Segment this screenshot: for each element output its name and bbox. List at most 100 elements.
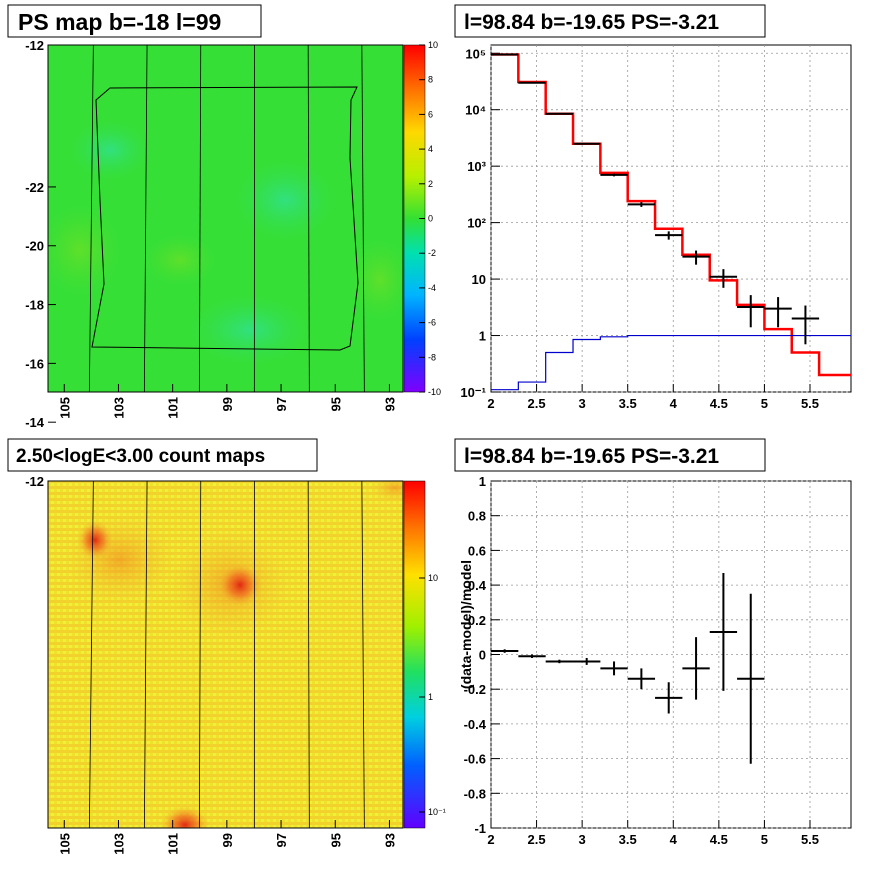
ps-map-colorbar-axis: 10 8 6 4 2 0 -2 -4 -6 -8 -10 — [419, 40, 441, 397]
count-map-hot-spot — [77, 520, 113, 560]
grid-meridian — [88, 481, 94, 828]
colorbar-tick-label: -4 — [428, 283, 436, 293]
count-map-y-axis: -12 -14 -16 -18 -20 -22 — [25, 180, 56, 489]
ps-map-panel: PS map b=-18 l=99 FOKAJHBPCMQLDIENG -12-… — [7, 4, 441, 419]
spectrum-title-box — [454, 4, 766, 38]
ps-map-cool-region — [70, 120, 150, 180]
x-tick-label: 4 — [670, 396, 678, 411]
y-tick-label: 0.2 — [468, 613, 486, 628]
grid-parallel — [48, 422, 403, 426]
count-map-title-box — [7, 438, 318, 472]
data-point — [655, 231, 683, 240]
grid-meridian — [143, 45, 148, 392]
colorbar-tick-label: 10 — [428, 40, 438, 50]
y-tick-label: 1 — [479, 474, 486, 489]
ps-map-coordinate-grid — [88, 45, 365, 392]
data-point — [655, 682, 683, 714]
y-tick-label: 10⁻¹ — [460, 385, 486, 400]
y-tick-label: 10⁵ — [465, 46, 486, 61]
source-label: O — [331, 440, 340, 452]
x-tick-label: 3.5 — [619, 832, 637, 847]
x-tick-label: 101 — [166, 833, 181, 855]
x-tick-label: 3 — [579, 396, 586, 411]
data-point — [682, 637, 710, 700]
x-tick-label: 105 — [57, 397, 72, 419]
y-tick-label: 10³ — [467, 159, 486, 174]
ps-map-warm-region — [145, 235, 215, 285]
colorbar-tick-label: 10 — [428, 573, 438, 583]
y-tick-label: -0.8 — [464, 786, 486, 801]
y-tick-label: -22 — [25, 180, 44, 195]
data-point — [518, 654, 546, 658]
grid-meridian — [198, 481, 202, 828]
y-tick-label: 10⁴ — [465, 103, 486, 118]
y-axis-label: (data-model)/model — [458, 560, 474, 689]
x-tick-label: 103 — [111, 397, 126, 419]
data-point — [709, 269, 738, 288]
count-map-title: 2.50<logE<3.00 count maps — [16, 446, 265, 467]
colorbar-tick-label: 6 — [428, 109, 433, 119]
ps-map-cool-region — [235, 160, 335, 240]
data-point — [600, 173, 628, 177]
source-label: O — [331, 4, 340, 16]
data-point — [764, 297, 792, 328]
model-step-line — [491, 334, 851, 391]
x-tick-label: 93 — [382, 833, 397, 847]
colorbar-tick-label: -2 — [428, 248, 436, 258]
y-tick-label: -16 — [25, 356, 44, 371]
ps-map-roi-boundary — [91, 86, 359, 351]
data-point — [518, 81, 546, 84]
data-point — [491, 53, 519, 56]
grid-meridian — [88, 45, 94, 392]
grid-meridian — [307, 45, 310, 392]
x-tick-label: 97 — [274, 833, 289, 847]
source-label: A — [90, 422, 98, 434]
colorbar-tick-label: 8 — [428, 75, 433, 85]
colorbar-tick-label: 0 — [428, 214, 433, 224]
x-tick-label: 2.5 — [528, 396, 546, 411]
count-map-panel: 2.50<logE<3.00 count maps FOKAJHBPCMQLDI… — [7, 180, 446, 855]
x-tick-label: 4.5 — [710, 396, 728, 411]
data-point — [737, 295, 765, 328]
colorbar-tick-label: 1 — [428, 692, 433, 702]
ps-map-y-axis: -12-14-16-18-20-22 — [25, 38, 56, 53]
y-tick-label: -18 — [25, 298, 44, 313]
ps-map-title: PS map b=-18 l=99 — [18, 9, 221, 35]
colorbar-tick-label: 2 — [428, 179, 433, 189]
residual-title-box — [454, 438, 766, 472]
x-tick-label: 105 — [57, 833, 72, 855]
residual-title: l=98.84 b=-19.65 PS=-3.21 — [464, 445, 719, 468]
grid-meridian — [361, 481, 365, 828]
y-tick-label: -0.4 — [464, 717, 487, 732]
x-tick-label: 95 — [328, 833, 343, 847]
grid-meridian — [361, 45, 365, 392]
y-tick-label: -0.2 — [464, 682, 486, 697]
y-tick-label: 0.4 — [468, 578, 487, 593]
x-tick-label: 95 — [328, 397, 343, 411]
ps-map-warm-region — [350, 240, 403, 320]
data-point — [627, 202, 656, 207]
spectrum-plot: 2 2.5 3 3.5 4 4.5 5 5.5 10⁻¹ 1 10 10² 10³ 10⁴ 10⁵ — [460, 44, 852, 411]
x-tick-label: 5.5 — [801, 832, 819, 847]
count-map-warm-region — [370, 481, 403, 503]
ps-map-title-box — [7, 4, 262, 38]
grid-meridian — [198, 45, 202, 392]
data-point — [791, 305, 820, 345]
grid-meridian — [143, 481, 148, 828]
data-point — [545, 659, 574, 664]
x-tick-label: 2 — [487, 832, 494, 847]
colorbar-tick-label: 4 — [428, 144, 433, 154]
y-tick-label: -12 — [25, 38, 44, 53]
x-tick-label: 5.5 — [801, 396, 819, 411]
y-tick-label: 0.6 — [468, 543, 486, 558]
data-point — [709, 572, 738, 691]
count-map-coordinate-grid — [48, 422, 403, 828]
x-tick-label: 101 — [166, 397, 181, 419]
x-tick-label: 5 — [761, 832, 768, 847]
x-tick-label: 3 — [579, 832, 586, 847]
y-tick-label: 0 — [479, 648, 486, 663]
y-tick-label: 1 — [479, 329, 486, 344]
x-tick-label: 97 — [274, 397, 289, 411]
residual-panel: l=98.84 b=-19.65 PS=-3.21 2 2.5 3 3.5 4 4.5 5 5… — [454, 438, 852, 847]
